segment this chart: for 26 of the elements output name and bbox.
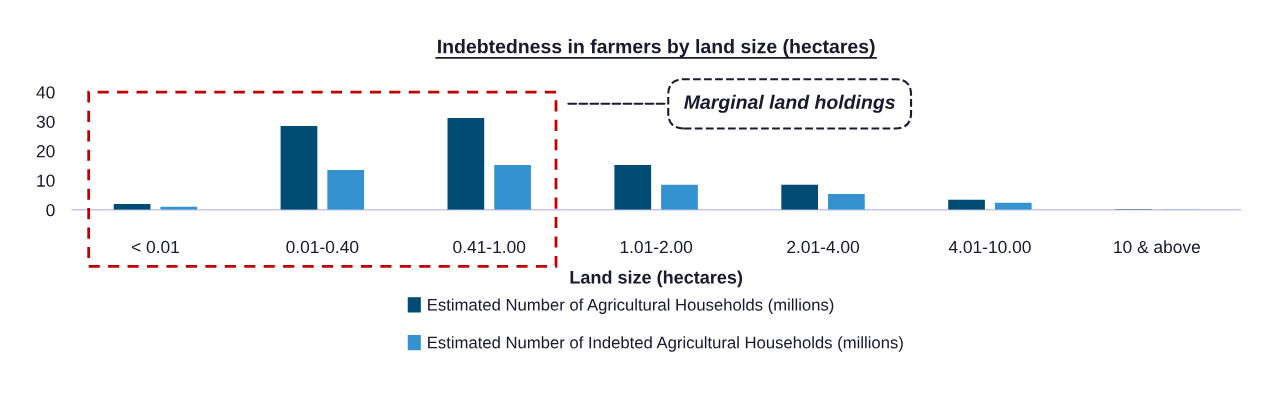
bar xyxy=(614,165,652,210)
bar xyxy=(327,170,365,210)
bar xyxy=(828,193,865,210)
bar xyxy=(948,199,985,210)
annotation: Marginal land holdings xyxy=(684,94,895,113)
chart-title: Indebtedness in farmers by land size (hectares) xyxy=(438,39,875,58)
bar xyxy=(661,184,698,210)
y-tick-label: 30 xyxy=(36,115,55,128)
x-tick-label: 1.01-2.00 xyxy=(620,240,693,254)
y-tick-label: 40 xyxy=(36,86,55,99)
x-tick-label: 0.01-0.40 xyxy=(286,240,359,254)
x-tick-label: 2.01-4.00 xyxy=(787,240,860,254)
y-tick-label: 10 xyxy=(37,174,55,187)
bar xyxy=(494,165,531,210)
bar xyxy=(447,117,485,210)
bar xyxy=(781,184,819,210)
x-tick-label: 4.01-10.00 xyxy=(948,240,1031,254)
y-tick-label: 20 xyxy=(36,145,55,158)
legend-label: Estimated Number of Indebted Agricultural Households (millions) xyxy=(428,336,903,352)
bar xyxy=(280,125,318,210)
x-tick-label: 10 & above xyxy=(1114,240,1200,254)
legend-label: Estimated Number of Agricultural Households (millions) xyxy=(428,298,834,314)
y-tick-label: 0 xyxy=(46,203,55,217)
x-tick-label: 0.41-1.00 xyxy=(453,240,526,254)
x-tick-label: < 0.01 xyxy=(131,240,179,254)
x-axis-title: Land size (hectares) xyxy=(570,270,743,288)
